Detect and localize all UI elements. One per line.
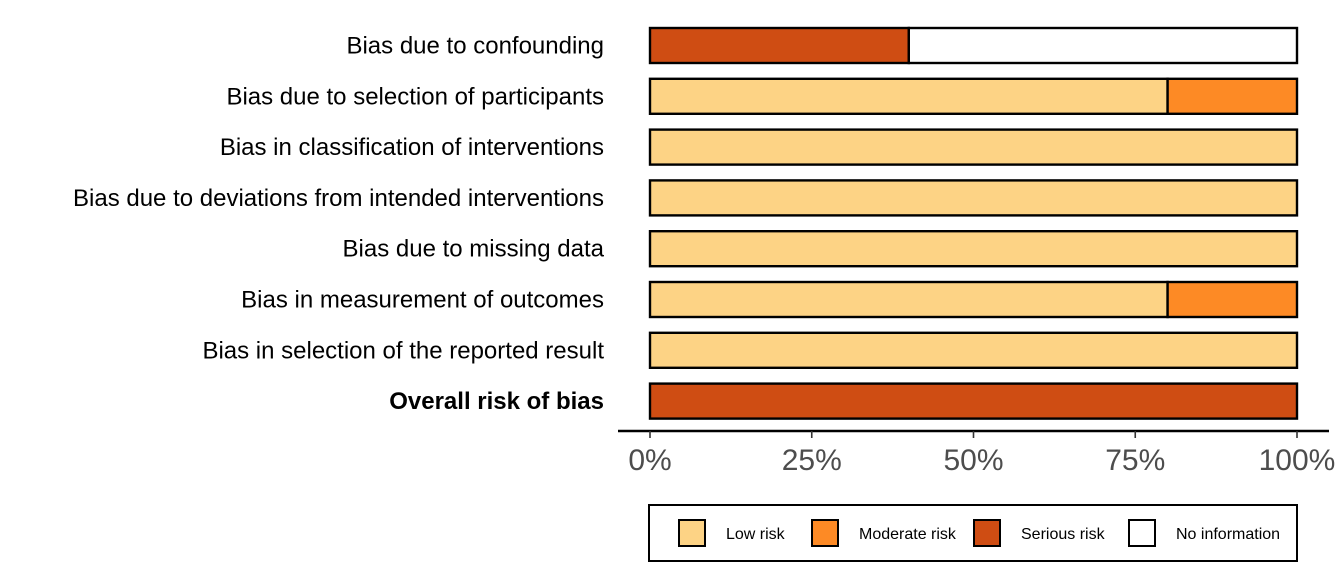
bar-segment-low-risk-bias-in-measurement-of-outcomes (648, 280, 1169, 319)
legend-key-low-risk (678, 519, 706, 547)
legend-label-no-information: No information (1176, 526, 1280, 543)
bar-segment-low-risk-bias-in-selection-of-the-reported-result (648, 331, 1299, 369)
legend-label-low-risk: Low risk (726, 526, 786, 543)
category-label-bias-in-measurement-of-outcomes: Bias in measurement of outcomes (241, 287, 604, 314)
bar-segment-no-information-bias-due-to-confounding (907, 26, 1299, 65)
x-tick-label-0: 0% (628, 444, 671, 477)
category-label-bias-in-selection-of-the-reported-result: Bias in selection of the reported result (202, 337, 604, 364)
legend-key-moderate-risk (811, 519, 839, 547)
bar-segment-moderate-risk-bias-due-to-selection-of-participants (1166, 77, 1299, 116)
bar-segment-low-risk-bias-in-classification-of-interventions (648, 128, 1299, 166)
bar-segment-serious-risk-bias-due-to-confounding (648, 26, 910, 65)
legend-label-serious-risk: Serious risk (1021, 526, 1106, 543)
legend-key-serious-risk (973, 519, 1001, 547)
category-label-bias-due-to-selection-of-participants: Bias due to selection of participants (226, 83, 604, 110)
category-label-bias-due-to-deviations-from-intended-interventions: Bias due to deviations from intended int… (73, 185, 604, 212)
category-label-bias-due-to-missing-data: Bias due to missing data (343, 236, 605, 263)
category-label-bias-due-to-confounding: Bias due to confounding (346, 33, 604, 60)
legend-label-moderate-risk: Moderate risk (859, 526, 957, 543)
bar-segment-moderate-risk-bias-in-measurement-of-outcomes (1166, 280, 1299, 319)
legend: Low risk Moderate risk Serious risk No info… (648, 504, 1298, 562)
category-label-overall-risk-of-bias: Overall risk of bias (389, 388, 604, 415)
x-tick-label-25: 25% (782, 444, 842, 477)
category-label-bias-in-classification-of-interventions: Bias in classification of interventions (220, 134, 604, 161)
bar-segment-low-risk-bias-due-to-selection-of-participants (648, 77, 1169, 116)
category-labels: Bias due to confounding Bias due to selec… (73, 33, 605, 416)
legend-key-no-information (1128, 519, 1156, 547)
bar-segment-serious-risk-overall-risk-of-bias (648, 382, 1299, 420)
x-tick-label-100: 100% (1259, 444, 1336, 477)
x-tick-label-50: 50% (943, 444, 1003, 477)
bar-segment-low-risk-bias-due-to-deviations-from-intended-interventions (648, 179, 1299, 217)
bar-segment-low-risk-bias-due-to-missing-data (648, 229, 1299, 268)
legend-box (648, 504, 1298, 562)
x-tick-label-75: 75% (1105, 444, 1165, 477)
bars (648, 26, 1299, 420)
x-axis: 0% 25% 50% 75% 100% (618, 429, 1336, 477)
